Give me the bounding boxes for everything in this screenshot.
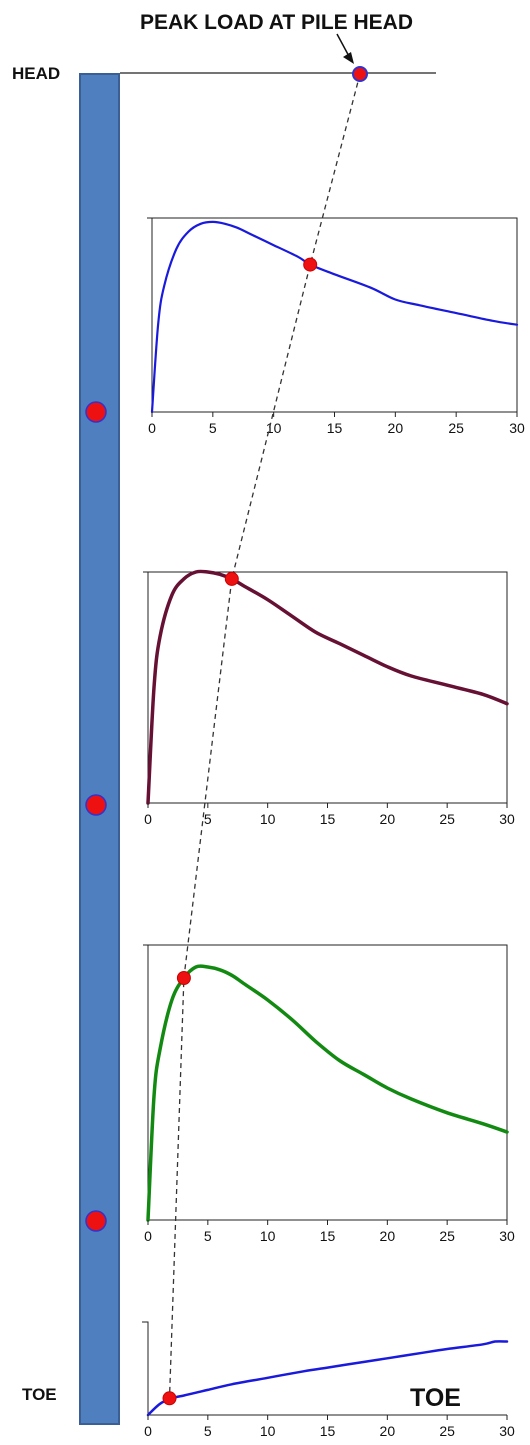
- x-tick-label: 0: [144, 1423, 152, 1439]
- x-tick-label: 15: [320, 811, 336, 827]
- x-tick-label: 5: [204, 1228, 212, 1244]
- head-label: HEAD: [12, 64, 60, 83]
- gauge-marker-1: [85, 401, 107, 423]
- chart-3-frame: [147, 944, 508, 1221]
- x-tick-label: 30: [499, 811, 515, 827]
- x-tick-label: 20: [380, 1423, 396, 1439]
- head-peak-marker: [352, 66, 368, 82]
- x-tick-label: 30: [509, 420, 525, 436]
- x-tick-label: 0: [148, 420, 156, 436]
- chart-gauge-3: 0 5 10 15 20 25 30: [143, 944, 515, 1244]
- toe-chart-label: TOE: [410, 1384, 461, 1412]
- chart-gauge-2: 0 5 10 15 20 25 30: [143, 569, 515, 827]
- chart-1-x-ticks: 0 5 10 15 20 25 30: [148, 412, 525, 436]
- x-tick-label: 15: [320, 1228, 336, 1244]
- x-tick-label: 5: [204, 1423, 212, 1439]
- x-tick-label: 25: [439, 811, 455, 827]
- x-tick-label: 0: [144, 811, 152, 827]
- chart-2-curve: [146, 569, 509, 805]
- toe-label: TOE: [22, 1385, 57, 1404]
- title-arrowhead: [343, 52, 354, 64]
- peak-marker-3: [176, 971, 191, 985]
- x-tick-label: 25: [439, 1423, 455, 1439]
- chart-3-x-ticks: 0 5 10 15 20 25 30: [144, 1220, 515, 1244]
- chart-4-curve: [146, 1340, 509, 1417]
- peak-trace-dashed-line: [168, 73, 361, 1399]
- x-tick-label: 30: [499, 1423, 515, 1439]
- peak-marker-4: [162, 1391, 177, 1406]
- pile: [79, 73, 120, 1425]
- peak-marker-1: [303, 257, 318, 272]
- gauge-marker-3: [85, 1210, 107, 1232]
- chart-toe: 0 5 10 15 20 25 30: [142, 1321, 515, 1439]
- x-tick-label: 10: [260, 1423, 276, 1439]
- x-tick-label: 25: [448, 420, 464, 436]
- chart-2-x-ticks: 0 5 10 15 20 25 30: [144, 803, 515, 827]
- x-tick-label: 15: [320, 1423, 336, 1439]
- x-tick-label: 5: [204, 811, 212, 827]
- x-tick-label: 10: [260, 1228, 276, 1244]
- x-tick-label: 20: [380, 811, 396, 827]
- chart-3-curve: [146, 964, 509, 1222]
- x-tick-label: 30: [499, 1228, 515, 1244]
- x-tick-label: 5: [209, 420, 217, 436]
- title: PEAK LOAD AT PILE HEAD: [140, 11, 413, 34]
- x-tick-label: 15: [327, 420, 343, 436]
- peak-marker-2: [224, 571, 239, 586]
- x-tick-label: 0: [144, 1228, 152, 1244]
- peak-markers: [162, 66, 368, 1406]
- chart-gauge-1: 0 5 10 15 20 25 30: [147, 217, 525, 436]
- chart-4-x-ticks: 0 5 10 15 20 25 30: [144, 1415, 515, 1439]
- x-tick-label: 20: [388, 420, 404, 436]
- gauge-marker-2: [85, 794, 107, 816]
- x-tick-label: 10: [260, 811, 276, 827]
- x-tick-label: 25: [439, 1228, 455, 1244]
- chart-1-curve: [150, 220, 519, 414]
- x-tick-label: 20: [380, 1228, 396, 1244]
